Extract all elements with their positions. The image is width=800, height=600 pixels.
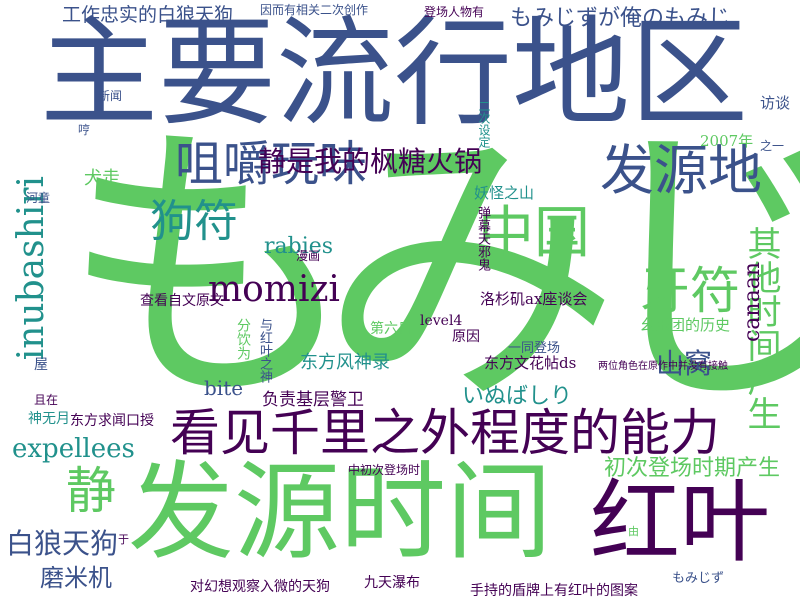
- word-observant-tengu: 对幻想观察入微的天狗: [190, 579, 330, 595]
- word-dog-charm: 狗符: [150, 196, 238, 247]
- word-at: 于: [118, 533, 129, 546]
- word-first-appearance-period: 初次登场时期产生: [604, 456, 781, 481]
- word-main-region: 主要流行地区: [40, 4, 749, 142]
- word-maple-syrup-hotpot: 静是我的枫糖火锅: [258, 145, 483, 178]
- word-impossible-spell-card: 弹幕天邪鬼: [475, 206, 490, 271]
- word-inubashiri-kanji: 犬走: [84, 168, 120, 189]
- word-youkai-mountain: 妖怪之山: [474, 184, 535, 202]
- word-other-time: 其他时间产生: [741, 226, 781, 430]
- word-white-wolf-tengu: 白狼天狗: [6, 527, 119, 560]
- word-first-appear-in: 中初次登场时: [348, 463, 421, 477]
- word-derivative-works: 因而有相关二次创作: [260, 3, 369, 17]
- word-symposium-of-post-mysticism: 东方求闻口授: [70, 413, 154, 429]
- word-shield-pattern: 手持的盾牌上有红叶的图案: [470, 583, 638, 599]
- word-no-contact-in-canon: 两位角色在原作中并没有接触: [598, 361, 728, 372]
- word-tooth-charm: 牙符: [640, 262, 740, 320]
- word-expellees: expellees: [12, 434, 135, 464]
- word-2007: 2007年: [700, 132, 754, 150]
- word-news: 新闻: [98, 89, 123, 103]
- word-zun-history: 幺乐团的历史: [640, 316, 731, 334]
- word-with-autumn-goddess: 与红叶之神: [257, 318, 272, 383]
- word-and-also: 且在: [34, 393, 59, 407]
- word-momijizu-my-momiji: もみじずが俺のもみじ: [510, 6, 731, 31]
- word-reason: 原因: [452, 329, 480, 345]
- word-shizu: 静: [66, 462, 116, 520]
- word-split: 分饮为: [235, 318, 251, 360]
- word-mountain-nest: 山窝: [656, 347, 713, 380]
- word-house: 屋: [34, 357, 48, 373]
- word-origin-time: 发源时间: [128, 451, 552, 574]
- word-loyal-white-wolf: 工作忠实的白狼天狗: [62, 4, 234, 26]
- word-base-guard: 负责基层警卫: [262, 390, 364, 410]
- word-kannazuki: 神无月: [28, 411, 70, 427]
- word-inubashiri-kana: いぬばしり: [462, 384, 573, 409]
- word-origin-place: 发源地: [600, 139, 762, 202]
- word-momizi: momizi: [208, 269, 340, 310]
- word-kappa: 河童: [26, 191, 51, 205]
- word-momiji-hiragana: もみじ: [60, 95, 800, 444]
- word-rabies: rabies: [264, 234, 334, 259]
- word-level4: level4: [420, 313, 463, 329]
- word-one-of: 之一: [760, 139, 785, 153]
- word-by: 由: [628, 525, 639, 538]
- word-farsight-ability: 看见千里之外程度的能力: [170, 404, 720, 462]
- word-la-ax-panel: 洛杉矶ax座谈会: [480, 290, 588, 308]
- word-interview: 访谈: [760, 94, 791, 112]
- word-rice-mill: 磨米机: [40, 564, 112, 592]
- word-characters-appearing: 登场人物有: [424, 5, 485, 19]
- word-bite: bite: [204, 376, 244, 400]
- word-manga: 漫画: [296, 249, 321, 263]
- word-secondary-setting: 二次设定: [477, 100, 491, 148]
- word-china: 中国: [478, 201, 590, 266]
- word-hmph: 哼: [78, 123, 91, 137]
- word-chew-savor: 咀嚼玩味: [175, 136, 368, 192]
- word-canaan: canaan: [740, 262, 765, 343]
- word-nine-heaven-falls: 九天瀑布: [364, 575, 420, 591]
- word-double-spoiler: 东方文花帖ds: [484, 354, 577, 372]
- word-mountain-of-faith: 东方风神录: [300, 352, 390, 373]
- word-appear-together: 一同登场: [508, 341, 561, 356]
- word-sixth-day: 第六日: [370, 321, 412, 337]
- word-red-leaf: 红叶: [590, 470, 770, 575]
- word-view-original: 查看自文原文: [140, 293, 224, 309]
- word-momijizu: もみじず: [672, 571, 725, 586]
